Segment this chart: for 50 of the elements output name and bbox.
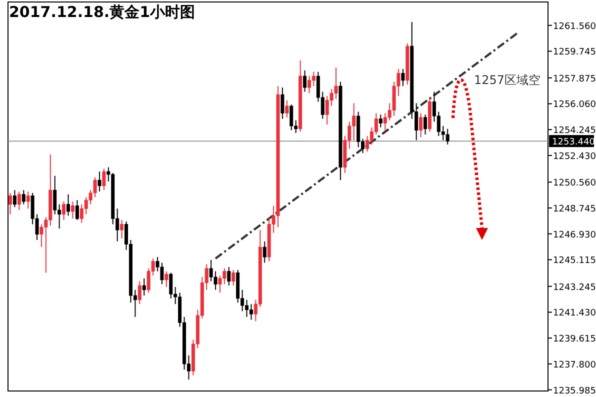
candlestick	[12, 190, 16, 208]
candlestick	[290, 104, 294, 131]
candlestick	[138, 280, 142, 305]
candlestick	[62, 200, 66, 221]
candlestick	[312, 71, 316, 87]
candlestick	[303, 70, 307, 92]
candlestick	[17, 191, 21, 211]
candlestick	[169, 272, 173, 299]
y-tick-label: 1261.560	[553, 22, 596, 32]
y-tick-label: 1256.060	[553, 100, 596, 110]
y-tick-label: 1246.930	[553, 230, 596, 240]
candlestick	[8, 192, 12, 215]
y-tick-label: 1254.245	[553, 126, 596, 136]
candlestick	[22, 190, 26, 205]
y-tick-label: 1241.430	[553, 308, 596, 319]
candlestick	[66, 194, 70, 216]
candlestick	[142, 278, 146, 296]
y-tick-label: 1257.875	[553, 74, 596, 84]
candlestick	[280, 86, 284, 120]
candlestick	[378, 114, 382, 128]
candlestick	[424, 114, 428, 136]
candlestick	[232, 269, 236, 286]
y-tick-label: 1239.615	[553, 334, 596, 345]
y-tick-label: 1259.745	[553, 48, 596, 58]
y-tick-label: 1243.245	[553, 282, 596, 293]
y-tick-label: 1250.560	[553, 178, 596, 189]
candlestick	[53, 175, 57, 215]
candlestick	[249, 304, 253, 320]
y-tick-label: 1245.115	[553, 256, 596, 266]
candlestick	[262, 240, 266, 264]
annotation: 1257区域空	[474, 73, 541, 87]
y-tick-label: 1237.800	[553, 360, 596, 370]
candlestick	[120, 220, 124, 240]
candlestick	[98, 171, 102, 192]
candlestick	[75, 200, 79, 221]
y-tick-label: 1235.985	[553, 386, 596, 396]
chart-title: 2017.12.18.黄金1小时图	[9, 3, 196, 21]
candlestick	[102, 168, 106, 191]
candlestick	[164, 270, 168, 288]
candlestick	[227, 266, 231, 286]
candlestick	[401, 68, 405, 87]
candlestick	[419, 112, 423, 138]
ref-line-label: 1253.440	[552, 138, 596, 148]
candlestick	[285, 100, 289, 118]
candlestick	[70, 200, 74, 220]
y-tick-label: 1252.430	[553, 152, 596, 162]
candlestick	[26, 191, 30, 210]
candlestick	[366, 135, 370, 152]
candlestick	[446, 128, 450, 145]
y-tick-label: 1248.745	[553, 204, 596, 214]
